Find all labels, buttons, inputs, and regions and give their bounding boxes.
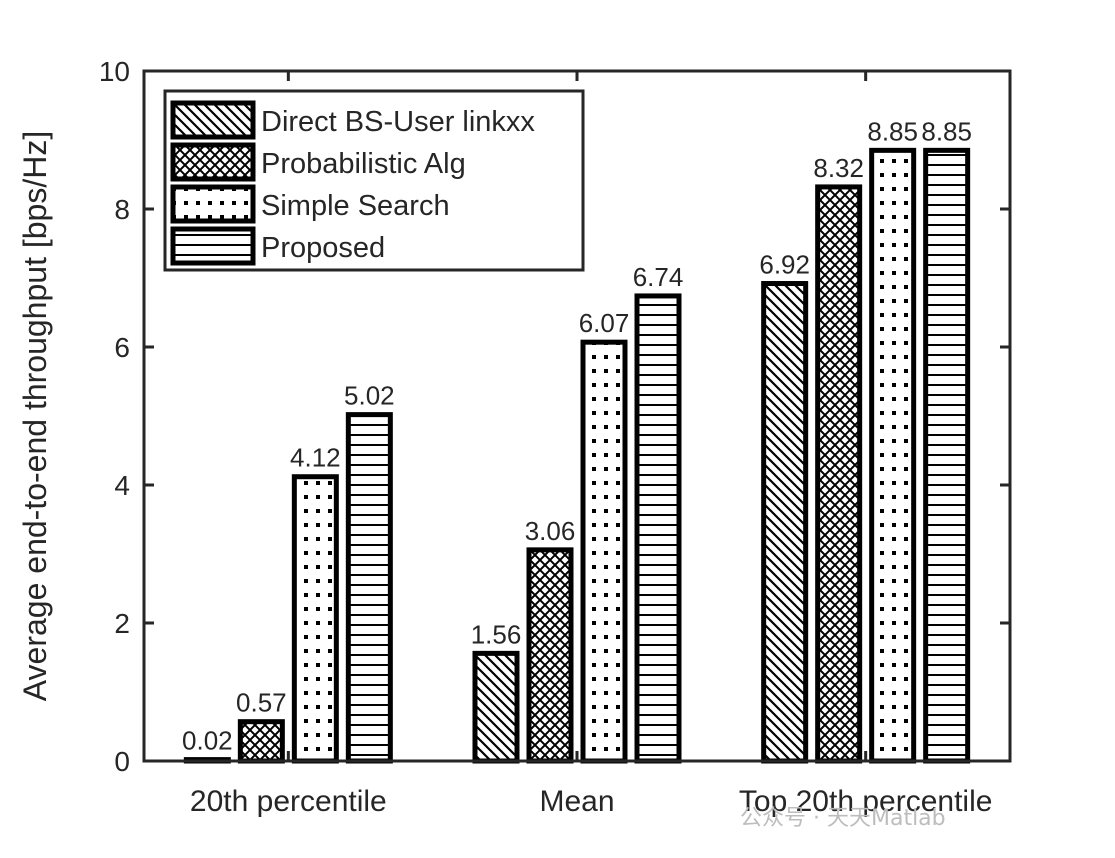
category-label: Top 20th percentile <box>739 785 993 818</box>
y-tick-label: 10 <box>99 56 130 87</box>
legend-swatch <box>170 142 256 182</box>
bar-dots <box>580 339 628 764</box>
data-label: 8.32 <box>813 153 864 183</box>
data-label: 8.85 <box>867 116 918 146</box>
category-label: 20th percentile <box>190 785 387 818</box>
data-label: 8.85 <box>921 116 972 146</box>
bar-diagonal <box>761 281 809 764</box>
y-tick-label: 2 <box>114 608 130 639</box>
y-tick-label: 0 <box>114 746 130 777</box>
watermark: 公众号 · 天天Matlab <box>740 806 946 831</box>
category-label: Mean <box>539 785 614 818</box>
legend-entry: Probabilistic Alg <box>261 148 466 180</box>
bars-group <box>183 147 971 764</box>
data-label: 5.02 <box>344 381 395 411</box>
y-axis-label: Average end-to-end throughput [bps/Hz] <box>17 131 53 701</box>
data-label: 6.07 <box>579 308 630 338</box>
data-label: 4.12 <box>290 443 341 473</box>
data-label: 0.02 <box>182 726 233 756</box>
legend-swatch <box>170 226 256 266</box>
y-tick-label: 4 <box>114 470 130 501</box>
legend-swatch <box>170 184 256 224</box>
bar-horizontal <box>634 293 682 764</box>
legend-entry: Proposed <box>261 232 385 264</box>
legend-swatch <box>170 100 256 140</box>
data-label: 0.57 <box>236 688 287 718</box>
bar-horizontal <box>923 147 971 764</box>
bar-crosshatch <box>237 719 285 764</box>
bar-crosshatch <box>526 547 574 764</box>
y-tick-label: 8 <box>114 194 130 225</box>
data-label: 3.06 <box>525 516 576 546</box>
bar-dots <box>869 147 917 764</box>
data-label: 1.56 <box>471 619 522 649</box>
y-tick-label: 6 <box>114 332 130 363</box>
data-label: 6.74 <box>633 262 684 292</box>
bar-crosshatch <box>815 184 863 764</box>
bar-dots <box>291 474 339 764</box>
data-labels-group: 0.02 1.56 6.92 0.57 3.06 8.32 4.12 6.07 8.85 5.02… <box>182 116 972 755</box>
x-axis: 20th percentile Mean Top 20th percentile <box>190 71 992 818</box>
data-label: 6.92 <box>759 250 810 280</box>
legend-entry: Simple Search <box>261 190 450 222</box>
legend-entry: Direct BS-User linkxx <box>261 106 535 138</box>
legend: Direct BS-User linkxx Probabilistic Alg Si… <box>163 89 585 272</box>
bar-horizontal <box>345 412 393 764</box>
y-axis: 0 2 4 6 8 10 <box>99 56 1010 777</box>
bar-diagonal <box>472 650 520 764</box>
